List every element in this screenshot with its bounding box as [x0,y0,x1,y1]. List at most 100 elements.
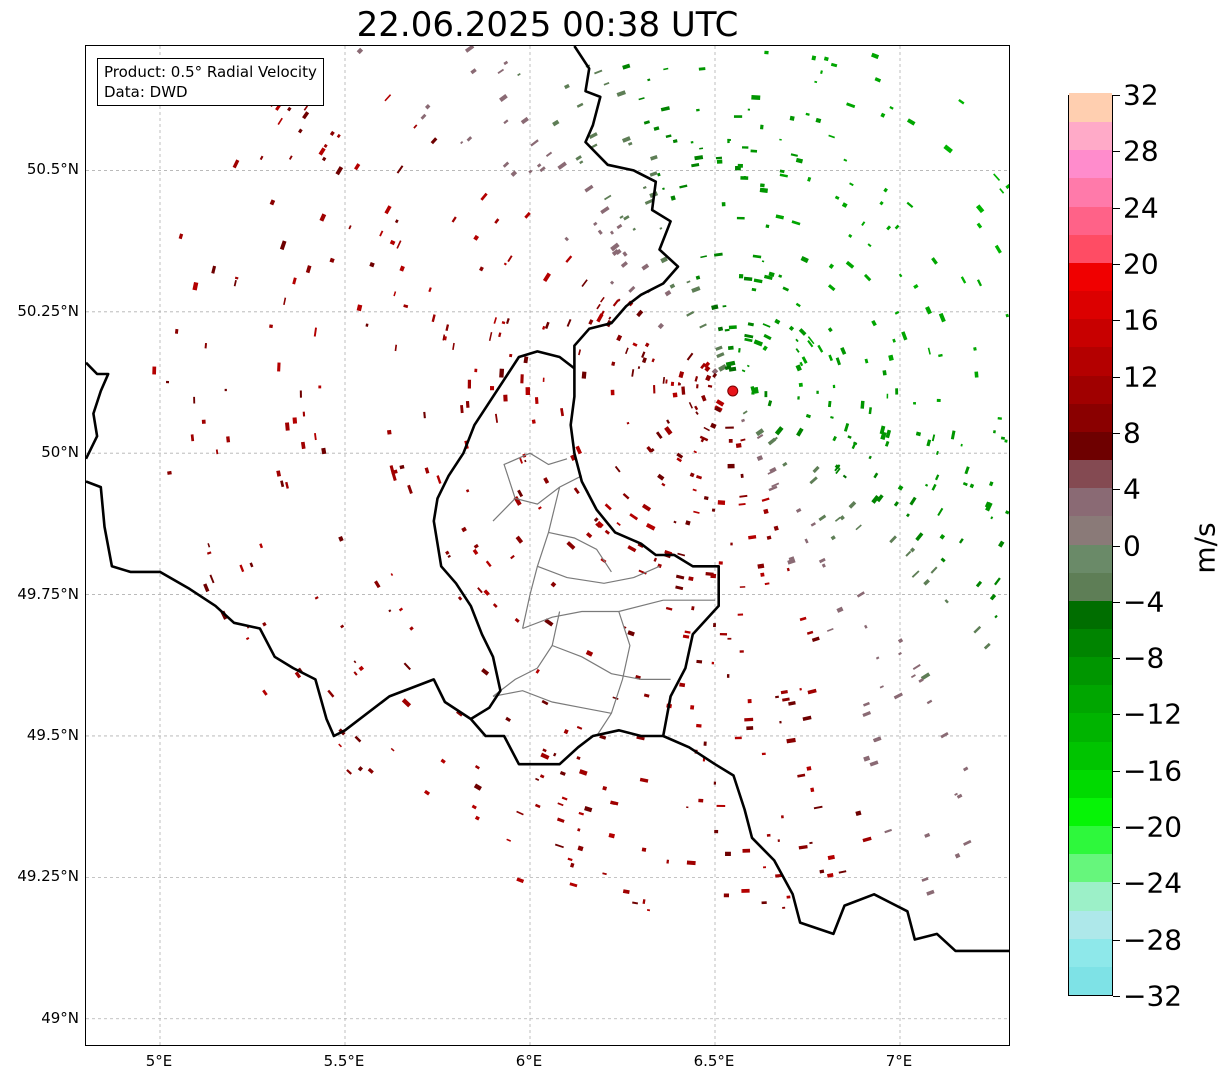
velocity-echo-cell [517,72,521,77]
velocity-echo-cell [743,276,753,282]
velocity-echo-cell [889,106,894,110]
velocity-echo-cell [861,221,866,226]
velocity-echo-cell [766,535,772,540]
velocity-echo-cell [795,302,801,308]
velocity-echo-cell [396,165,404,174]
velocity-echo-cell [682,634,690,639]
velocity-echo-cell [826,872,834,878]
velocity-echo-cell [931,483,937,491]
velocity-echo-cell [657,322,664,330]
velocity-echo-cell [269,324,273,329]
product-info-box: Product: 0.5° Radial Velocity Data: DWD [97,58,324,106]
velocity-echo-cell [693,510,700,514]
velocity-echo-cell [827,327,833,333]
velocity-echo-cell [892,338,896,343]
velocity-echo-cell [595,523,601,529]
velocity-echo-cell [767,437,777,446]
velocity-echo-cell [292,277,297,285]
velocity-echo-cell [541,699,549,706]
velocity-echo-cell [741,418,746,423]
velocity-echo-cell [998,540,1005,548]
velocity-echo-cell [358,665,365,672]
velocity-echo-cell [741,369,746,373]
velocity-echo-cell [625,347,629,355]
velocity-echo-cell [688,576,694,582]
velocity-echo-cell [905,513,910,518]
velocity-echo-cell [886,225,892,231]
colorbar-segment [1069,403,1112,432]
velocity-echo-cell [960,443,963,447]
velocity-echo-cell [711,304,719,311]
velocity-echo-cell [662,187,665,191]
velocity-echo-cell [895,388,899,395]
velocity-echo-cell [570,862,575,868]
map-panel[interactable] [85,45,1010,1046]
velocity-echo-cell [490,386,495,391]
velocity-echo-cell [855,810,862,817]
colorbar-segment [1069,262,1112,292]
velocity-echo-cell [879,201,884,206]
velocity-echo-cell [298,128,303,134]
velocity-echo-cell [737,613,744,616]
velocity-echo-cell [584,806,593,813]
velocity-echo-cell [666,419,670,424]
velocity-echo-cell [727,637,732,640]
velocity-echo-cell [760,124,764,130]
colorbar-segment [1069,656,1112,686]
velocity-echo-cell [728,439,733,443]
velocity-echo-cell [767,400,773,407]
velocity-echo-cell [740,473,744,478]
velocity-echo-cell [701,394,707,402]
velocity-echo-cell [641,503,652,512]
velocity-echo-cell [918,678,924,683]
velocity-echo-cell [616,223,623,230]
velocity-echo-cell [926,439,932,447]
velocity-echo-cell [734,736,742,740]
velocity-echo-cell [879,425,886,435]
velocity-echo-cell [788,559,794,564]
velocity-echo-cell [716,352,725,359]
velocity-echo-cell [672,392,678,398]
velocity-echo-cell [319,213,327,222]
velocity-echo-cell [862,711,872,717]
velocity-echo-cell [976,222,983,229]
velocity-echo-cell [477,587,483,594]
velocity-echo-cell [431,314,436,323]
velocity-echo-cell [323,143,328,148]
lat-tick-label: 49.75°N [17,584,79,603]
velocity-echo-cell [661,482,666,487]
velocity-echo-cell [846,102,856,109]
velocity-echo-cell [564,83,570,90]
velocity-echo-cell [440,758,446,764]
country-border [432,350,576,721]
velocity-echo-cell [420,113,427,120]
velocity-echo-cell [536,163,542,168]
velocity-echo-cell [809,476,818,485]
velocity-echo-cell [843,158,848,162]
velocity-echo-cell [840,347,847,355]
colorbar-tick-mark [1113,939,1120,941]
velocity-echo-cell [927,347,931,355]
velocity-echo-cell [423,411,426,419]
velocity-echo-cell [579,769,588,776]
velocity-echo-cell [695,275,701,280]
velocity-echo-cell [610,242,620,252]
map-canvas[interactable] [86,46,1010,1046]
velocity-echo-cell [473,234,480,241]
velocity-echo-cell [756,433,764,440]
velocity-echo-cell [739,650,744,653]
velocity-echo-cell [940,557,946,563]
velocity-echo-cell [623,215,630,221]
velocity-echo-cell [939,534,946,540]
velocity-echo-cell [718,561,723,565]
velocity-echo-cell [696,659,703,664]
velocity-echo-cell [737,163,743,168]
velocity-echo-cell [862,701,870,707]
velocity-echo-cell [699,435,709,442]
velocity-echo-cell [879,685,884,689]
colorbar-segment [1069,459,1112,489]
velocity-echo-cell [470,68,477,75]
velocity-echo-cell [653,557,658,562]
velocity-echo-cell [728,325,737,330]
district-boundary [522,599,715,630]
